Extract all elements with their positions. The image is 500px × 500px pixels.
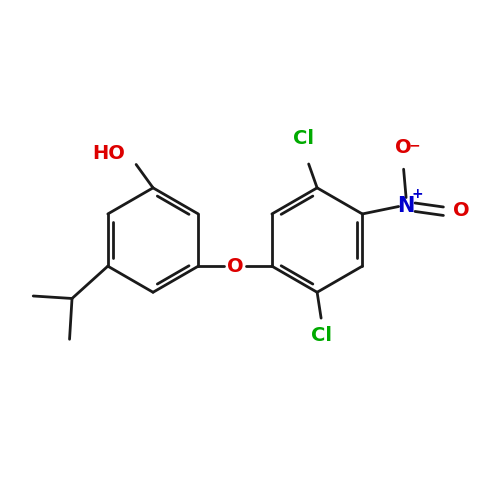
Text: Cl: Cl [293, 129, 314, 148]
Text: O: O [227, 256, 244, 276]
Text: O: O [396, 138, 412, 157]
Text: Cl: Cl [310, 326, 332, 344]
Text: −: − [408, 138, 420, 152]
Text: HO: HO [92, 144, 124, 163]
Text: N: N [398, 196, 415, 216]
Text: O: O [454, 201, 470, 220]
Text: +: + [411, 186, 423, 200]
